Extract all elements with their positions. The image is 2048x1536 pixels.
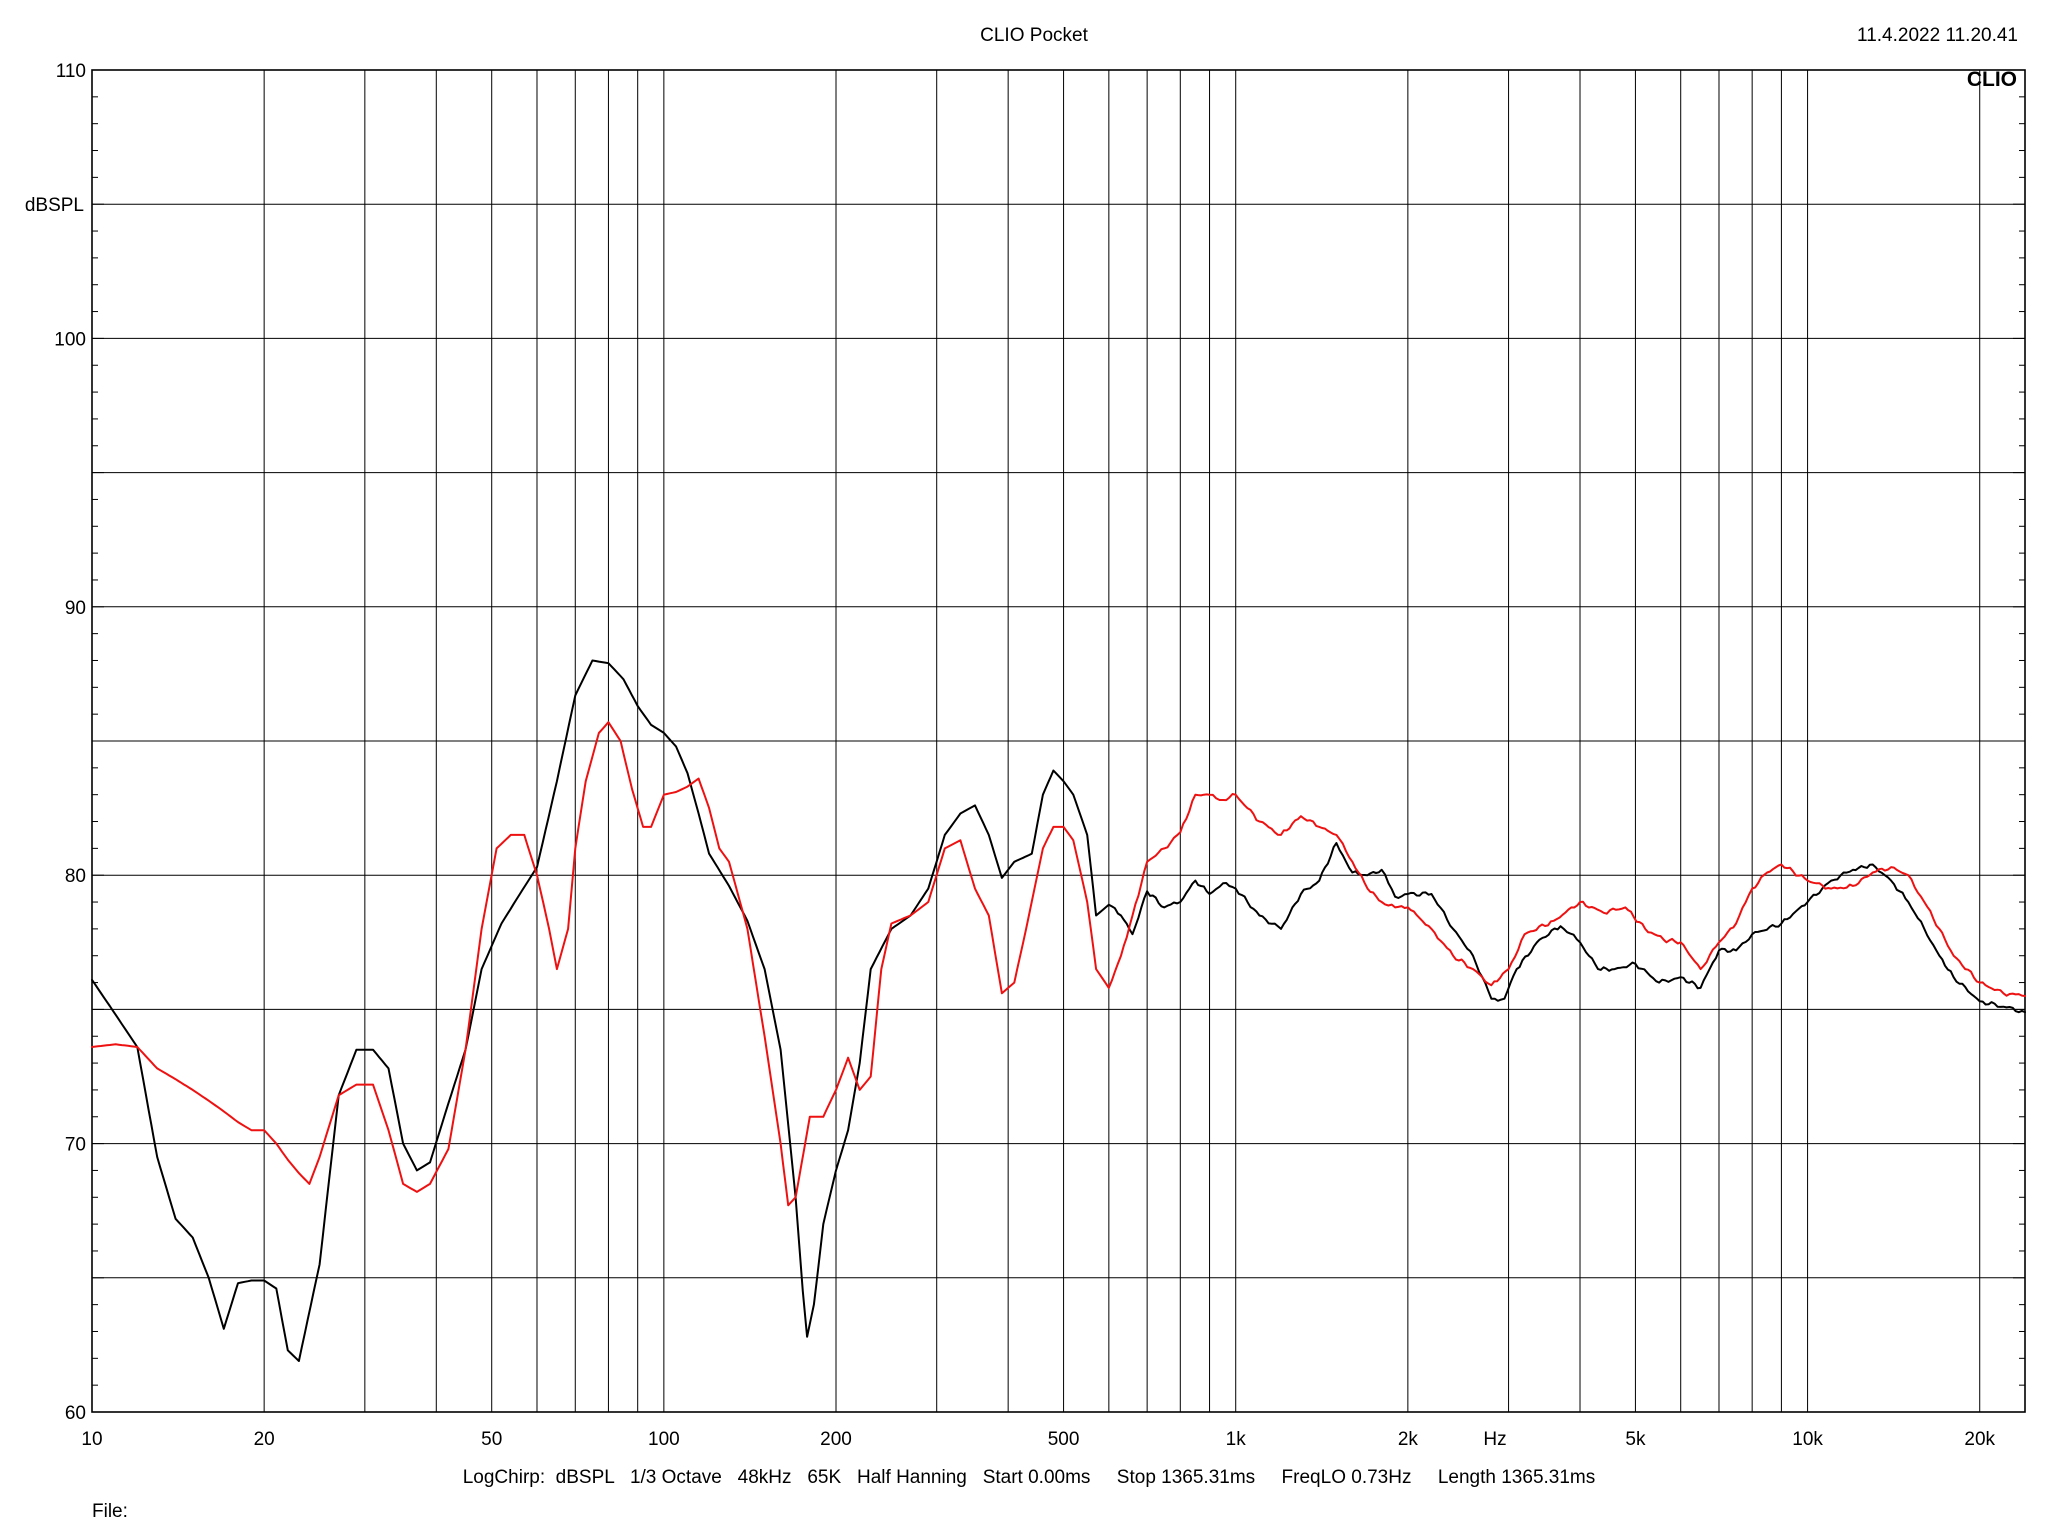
series-layer — [91, 659, 2026, 1362]
y-tick-label: 80 — [65, 866, 86, 887]
y-tick-label: 100 — [54, 329, 86, 350]
series-line-1 — [91, 721, 2026, 1207]
file-label: File: — [92, 1501, 128, 1522]
x-axis-label: Hz — [1483, 1429, 1506, 1450]
y-tick-label: 70 — [65, 1135, 86, 1156]
y-tick-label: 110 — [56, 61, 86, 82]
x-tick-label: 2k — [1398, 1429, 1419, 1450]
x-tick-label: 20k — [1964, 1429, 1995, 1450]
x-tick-label: 10k — [1792, 1429, 1823, 1450]
x-tick-label: 5k — [1625, 1429, 1646, 1450]
x-tick-label: 20 — [254, 1429, 275, 1450]
x-tick-label: 200 — [820, 1429, 852, 1450]
y-axis-label: dBSPL — [25, 195, 84, 216]
x-tick-label: 500 — [1048, 1429, 1080, 1450]
tick-layer: 110 100 90 80 70 60 10 20 50 100 200 500 1k 2k 5k 10k 20… — [54, 61, 2025, 1450]
x-tick-label: 100 — [648, 1429, 680, 1450]
brand-logo: CLIO — [1967, 68, 2017, 91]
x-tick-label: 10 — [81, 1429, 102, 1450]
timestamp: 11.4.2022 11.20.41 — [1857, 25, 2018, 46]
grid-layer — [92, 70, 2025, 1412]
plot-frame — [91, 69, 2026, 1413]
chart-title: CLIO Pocket — [980, 25, 1088, 46]
measurement-settings: LogChirp: dBSPL 1/3 Octave 48kHz 65K Hal… — [463, 1467, 1596, 1488]
x-tick-label: 50 — [481, 1429, 502, 1450]
y-tick-label: 90 — [65, 598, 86, 619]
x-tick-label: 1k — [1226, 1429, 1247, 1450]
series-line-0 — [91, 659, 2026, 1362]
y-tick-label: 60 — [65, 1403, 86, 1424]
